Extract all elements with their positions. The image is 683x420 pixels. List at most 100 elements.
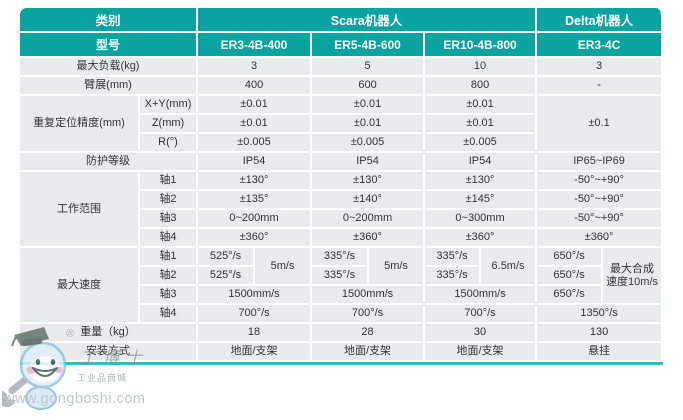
work-range-value: ±360° [312, 229, 426, 248]
model-er5-4b-600: ER5-4B-600 [312, 33, 426, 58]
max-speed-value: 1500mm/s [425, 286, 538, 305]
max-speed-value: 1350°/s [537, 305, 664, 324]
max-speed-label: 最大速度 [20, 248, 140, 324]
payload-row: 最大负载(kg) 3 5 10 3 [20, 58, 664, 77]
max-speed-value: 335°/s [425, 267, 482, 286]
max-speed-value: 335°/s [425, 248, 482, 267]
work-range-value: 0~200mm [198, 210, 313, 229]
work-range-axis2-row: 轴2 ±135° ±140° ±145° -50°~+90° [20, 191, 664, 210]
repeatability-value: ±0.005 [425, 134, 538, 153]
repeatability-sub-label: R(°) [140, 134, 199, 153]
weight-value: 18 [198, 324, 313, 343]
max-speed-value: 650°/s [537, 286, 604, 305]
category-header: 类别 [20, 8, 199, 33]
max-speed-value: 525°/s [198, 267, 256, 286]
tagline-watermark: 工业品商城 [77, 373, 128, 383]
payload-value: 5 [312, 58, 426, 77]
max-speed-value: 650°/s [537, 248, 604, 267]
repeatability-sub-label: X+Y(mm) [140, 96, 199, 115]
axis-label: 轴2 [140, 267, 199, 286]
spec-table-container: 类别 Scara机器人 Delta机器人 型号 ER3-4B-400 ER5-4… [20, 8, 664, 365]
repeatability-value: ±0.005 [198, 134, 313, 153]
repeatability-sub-label: Z(mm) [140, 115, 199, 134]
delta-group-header: Delta机器人 [537, 8, 664, 33]
max-speed-value: 650°/s [537, 267, 604, 286]
work-range-value: 0~300mm [425, 210, 538, 229]
arm-span-value: 600 [312, 77, 426, 96]
max-speed-value: 525°/s [198, 248, 256, 267]
protection-value: IP54 [198, 153, 313, 172]
axis-label: 轴3 [140, 210, 199, 229]
arm-span-value: 400 [198, 77, 313, 96]
work-range-label: 工作范围 [20, 172, 140, 248]
model-header-row: 型号 ER3-4B-400 ER5-4B-600 ER10-4B-800 ER3… [20, 33, 664, 58]
max-speed-axis2-row: 轴2 525°/s 335°/s 335°/s 650°/s [20, 267, 663, 286]
model-header: 型号 [20, 33, 199, 58]
max-speed-composite-merged: 最大合成速度10m/s [603, 248, 664, 305]
repeatability-xy-row: 重复定位精度(mm) X+Y(mm) ±0.01 ±0.01 ±0.01 ±0.… [20, 96, 664, 153]
robot-spec-table: 类别 Scara机器人 Delta机器人 型号 ER3-4B-400 ER5-4… [20, 8, 664, 362]
mounting-value: 地面/支架 [198, 343, 313, 362]
model-er3-4b-400: ER3-4B-400 [198, 33, 313, 58]
axis-label: 轴4 [140, 305, 199, 324]
axis-label: 轴2 [140, 191, 199, 210]
axis-label: 轴4 [140, 229, 199, 248]
arm-span-value: - [537, 77, 664, 96]
protection-value: IP54 [425, 153, 538, 172]
mounting-value: 地面/支架 [312, 343, 426, 362]
weight-label: 重量（kg） [20, 324, 199, 343]
work-range-axis4-row: 轴4 ±360° ±360° ±360° ±360° [20, 229, 664, 248]
repeatability-delta-merged: ±0.1 [537, 96, 664, 153]
repeatability-label: 重复定位精度(mm) [20, 96, 140, 153]
arm-span-row: 臂展(mm) 400 600 800 - [20, 77, 664, 96]
repeatability-value: ±0.01 [312, 96, 426, 115]
protection-value: IP54 [312, 153, 426, 172]
model-er10-4b-800: ER10-4B-800 [425, 33, 538, 58]
protection-row: 防护等级 IP54 IP54 IP54 IP65~IP69 [20, 153, 664, 172]
table-bottom-accent-line [20, 362, 663, 365]
mounting-value: 地面/支架 [425, 343, 538, 362]
work-range-axis1-row: 工作范围 轴1 ±130° ±130° ±130° -50°~+90° [20, 172, 664, 248]
work-range-value: 0~200mm [312, 210, 426, 229]
repeatability-value: ±0.01 [425, 96, 538, 115]
max-speed-axis1-row: 最大速度 轴1 525°/s 5m/s 335°/s 5m/s 335°/s 6… [20, 248, 664, 324]
work-range-value: -50°~+90° [537, 191, 664, 210]
work-range-value: -50°~+90° [537, 210, 664, 229]
repeatability-z-row: Z(mm) ±0.01 ±0.01 ±0.01 [20, 115, 663, 134]
repeatability-value: ±0.01 [425, 115, 538, 134]
weight-value: 28 [312, 324, 426, 343]
arm-span-label: 臂展(mm) [20, 77, 199, 96]
max-speed-value: 1500mm/s [312, 286, 426, 305]
payload-value: 3 [198, 58, 313, 77]
axis-label: 轴1 [140, 172, 199, 191]
repeatability-value: ±0.01 [198, 115, 313, 134]
max-speed-axis4-row: 轴4 700°/s 700°/s 700°/s 1350°/s [20, 305, 664, 324]
max-speed-linear-merged: 5m/s [255, 248, 313, 286]
work-range-value: -50°~+90° [537, 172, 664, 191]
axis-label: 轴1 [140, 248, 199, 267]
work-range-value: ±130° [312, 172, 426, 191]
repeatability-value: ±0.005 [312, 134, 426, 153]
category-header-row: 类别 Scara机器人 Delta机器人 [20, 8, 664, 33]
scara-group-header: Scara机器人 [198, 8, 538, 33]
url-watermark: www.gongboshi.com [4, 391, 146, 407]
mounting-label: 安装方式 [20, 343, 199, 362]
mounting-value: 悬挂 [537, 343, 664, 362]
work-range-axis3-row: 轴3 0~200mm 0~200mm 0~300mm -50°~+90° [20, 210, 664, 229]
work-range-value: ±360° [537, 229, 664, 248]
weight-row: 重量（kg） 18 28 30 130 [20, 324, 664, 343]
work-range-value: ±360° [198, 229, 313, 248]
repeatability-r-row: R(°) ±0.005 ±0.005 ±0.005 [20, 134, 663, 153]
work-range-value: ±140° [312, 191, 426, 210]
weight-value: 30 [425, 324, 538, 343]
max-speed-linear-merged: 6.5m/s [481, 248, 538, 286]
max-speed-value: 700°/s [312, 305, 426, 324]
mounting-row: 安装方式 地面/支架 地面/支架 地面/支架 悬挂 [20, 343, 664, 362]
repeatability-value: ±0.01 [198, 96, 313, 115]
arm-span-value: 800 [425, 77, 538, 96]
axis-label: 轴3 [140, 286, 199, 305]
max-speed-value: 335°/s [312, 248, 370, 267]
weight-value: 130 [537, 324, 664, 343]
max-speed-linear-merged: 5m/s [369, 248, 426, 286]
max-speed-value: 335°/s [312, 267, 370, 286]
